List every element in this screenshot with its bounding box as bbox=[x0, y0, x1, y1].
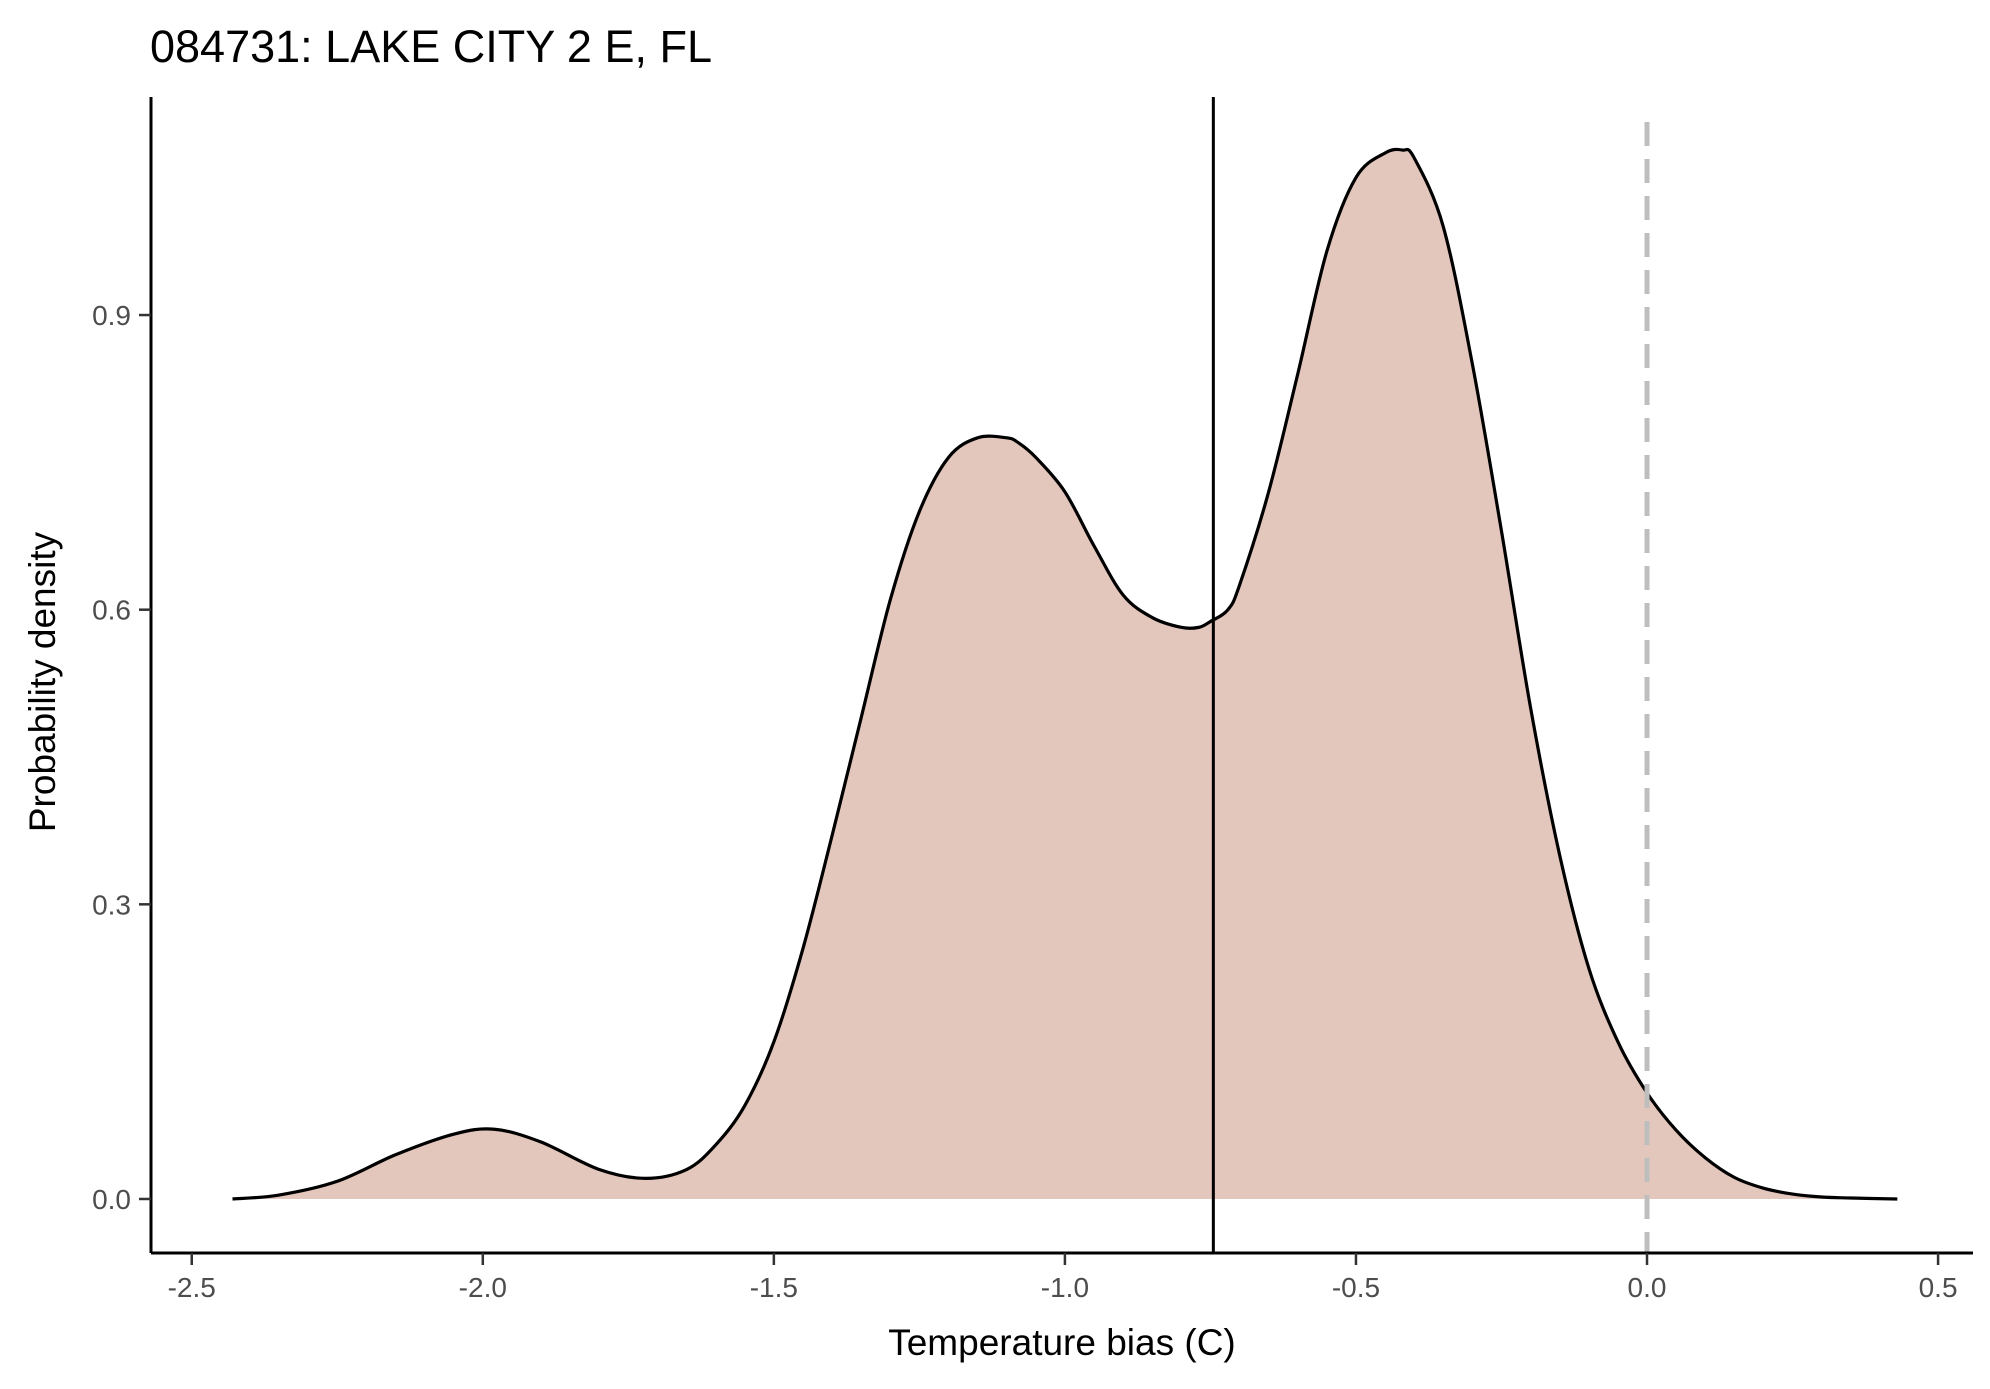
axes: -2.5 -2.0 -1.5 -1.0 -0.5 0.0 0.5 0.0 0.3 0.6 0.9 bbox=[92, 97, 1973, 1303]
y-tick-label: 0.0 bbox=[92, 1184, 131, 1215]
y-tick-label: 0.9 bbox=[92, 300, 131, 331]
density-curve-0 bbox=[232, 147, 1898, 1201]
x-tick-label: -0.5 bbox=[1332, 1272, 1380, 1303]
y-axis-title: Probability density bbox=[22, 531, 63, 832]
x-tick-label: -1.5 bbox=[750, 1272, 798, 1303]
y-tick-label: 0.6 bbox=[92, 595, 131, 626]
density-area-0 bbox=[232, 149, 1898, 1199]
x-tick-label: -2.0 bbox=[459, 1272, 507, 1303]
x-tick-label: -2.5 bbox=[168, 1272, 216, 1303]
chart-title: 084731: LAKE CITY 2 E, FL bbox=[150, 21, 712, 72]
plot-area bbox=[232, 97, 1898, 1253]
x-tick-label: 0.0 bbox=[1628, 1272, 1667, 1303]
y-tick-label: 0.3 bbox=[92, 889, 131, 920]
x-tick-label: -1.0 bbox=[1041, 1272, 1089, 1303]
x-tick-label: 0.5 bbox=[1919, 1272, 1958, 1303]
x-axis-title: Temperature bias (C) bbox=[888, 1322, 1236, 1363]
